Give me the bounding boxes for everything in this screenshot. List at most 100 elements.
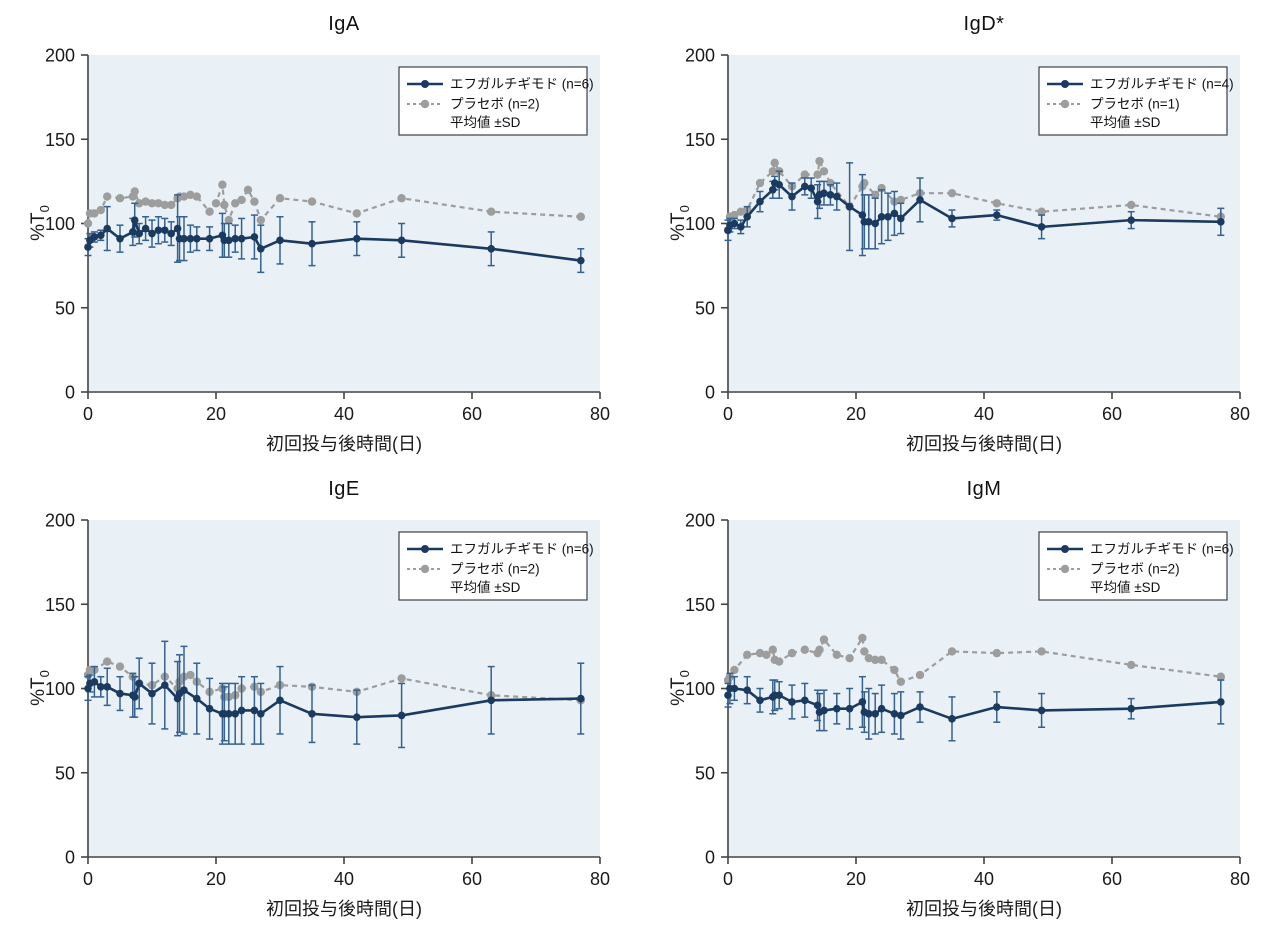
treatment-marker bbox=[135, 229, 143, 238]
placebo-marker bbox=[832, 650, 841, 659]
x-tick-label: 60 bbox=[462, 404, 482, 424]
placebo-marker bbox=[877, 655, 886, 665]
placebo-marker bbox=[871, 190, 880, 200]
treatment-marker bbox=[141, 224, 150, 233]
placebo-marker bbox=[1127, 200, 1136, 210]
placebo-marker bbox=[352, 209, 361, 218]
treatment-marker bbox=[97, 683, 105, 691]
y-tick-label: 150 bbox=[685, 595, 715, 615]
x-tick-label: 0 bbox=[83, 869, 93, 889]
placebo-marker bbox=[860, 647, 869, 656]
legend-note: 平均値 ±SD bbox=[1090, 115, 1161, 130]
chart-igm: 0 50 100 150 200 0 20 40 60 80 エフガルチギモド (n=6) プラセボ … bbox=[640, 465, 1280, 930]
placebo-marker bbox=[186, 670, 195, 680]
y-tick-label: 50 bbox=[55, 298, 75, 318]
y-axis-label-text: %T bbox=[28, 212, 50, 241]
chart-canvas-igd: 0 50 100 150 200 0 20 40 60 80 エフガルチギモド (n=4) プラセボ … bbox=[685, 46, 1250, 425]
placebo-marker bbox=[860, 178, 869, 188]
treatment-marker bbox=[1217, 218, 1225, 226]
placebo-marker bbox=[186, 190, 195, 200]
placebo-marker bbox=[730, 665, 739, 675]
legend-placebo-marker bbox=[1060, 564, 1070, 574]
placebo-marker bbox=[147, 199, 157, 208]
chart-canvas-ige: 0 50 100 150 200 0 20 40 60 80 エフガルチギモド (n=6) プラセボ … bbox=[45, 511, 610, 890]
x-tick-label: 0 bbox=[83, 404, 93, 424]
treatment-marker bbox=[231, 709, 239, 718]
treatment-marker bbox=[130, 693, 139, 701]
treatment-marker bbox=[769, 186, 777, 194]
y-tick-label: 0 bbox=[705, 848, 715, 868]
placebo-marker bbox=[96, 205, 106, 215]
x-tick-label: 80 bbox=[1230, 869, 1250, 889]
x-tick-label: 40 bbox=[334, 404, 354, 424]
placebo-marker bbox=[871, 655, 880, 665]
treatment-marker bbox=[813, 197, 822, 206]
treatment-marker bbox=[1127, 216, 1135, 224]
y-tick-label: 0 bbox=[65, 383, 75, 403]
x-tick-label: 20 bbox=[846, 404, 866, 424]
legend-box bbox=[398, 531, 588, 601]
treatment-marker bbox=[801, 182, 809, 191]
placebo-marker bbox=[896, 195, 905, 205]
x-tick-label: 80 bbox=[590, 869, 610, 889]
x-axis-label: 初回投与後時間(日) bbox=[906, 434, 1062, 454]
placebo-marker bbox=[896, 677, 905, 686]
placebo-marker bbox=[397, 674, 406, 683]
treatment-marker bbox=[250, 706, 259, 715]
treatment-marker bbox=[877, 704, 886, 713]
legend-placebo-marker bbox=[420, 99, 430, 109]
treatment-marker bbox=[257, 244, 265, 253]
treatment-marker bbox=[1037, 223, 1046, 231]
treatment-marker bbox=[993, 211, 1001, 219]
y-tick-label: 50 bbox=[55, 763, 75, 783]
placebo-marker bbox=[243, 185, 253, 194]
placebo-marker bbox=[130, 187, 139, 196]
y-tick-label: 100 bbox=[45, 679, 75, 699]
treatment-marker bbox=[577, 694, 585, 703]
placebo-marker bbox=[947, 188, 957, 198]
placebo-marker bbox=[815, 156, 824, 166]
treatment-marker bbox=[237, 234, 246, 243]
treatment-marker bbox=[90, 233, 99, 241]
placebo-marker bbox=[800, 170, 809, 179]
treatment-marker bbox=[884, 212, 892, 221]
x-tick-label: 0 bbox=[723, 404, 733, 424]
treatment-marker bbox=[890, 709, 899, 718]
treatment-marker bbox=[353, 713, 361, 721]
treatment-marker bbox=[890, 209, 899, 218]
placebo-marker bbox=[211, 199, 221, 208]
legend-treatment-label: エフガルチギモド (n=6) bbox=[1090, 542, 1234, 557]
legend: エフガルチギモド (n=6) プラセボ (n=2) 平均値 ±SD bbox=[398, 531, 594, 601]
treatment-marker bbox=[788, 192, 796, 201]
placebo-marker bbox=[845, 653, 854, 663]
treatment-marker bbox=[756, 696, 764, 705]
treatment-marker bbox=[916, 703, 924, 711]
chart-canvas-iga: 0 50 100 150 200 0 20 40 60 80 エフガルチギモド (n=6) プラセボ … bbox=[45, 46, 610, 425]
y-axis-label-sub: 0 bbox=[36, 205, 52, 213]
y-axis-label-text: %T bbox=[668, 212, 690, 241]
treatment-marker bbox=[154, 226, 163, 235]
x-tick-label: 60 bbox=[1102, 869, 1122, 889]
treatment-line bbox=[726, 687, 1221, 721]
treatment-marker bbox=[916, 196, 924, 204]
legend-treatment-label: エフガルチギモド (n=6) bbox=[450, 77, 594, 92]
placebo-marker bbox=[762, 650, 771, 659]
placebo-marker bbox=[890, 665, 899, 675]
y-tick-label: 100 bbox=[685, 679, 715, 699]
treatment-marker bbox=[871, 219, 879, 228]
treatment-marker bbox=[135, 679, 143, 688]
y-axis-label-text: %T bbox=[668, 677, 690, 706]
placebo-marker bbox=[743, 650, 752, 659]
placebo-marker bbox=[1127, 660, 1136, 670]
y-tick-label: 200 bbox=[685, 511, 715, 531]
placebo-marker bbox=[83, 219, 93, 228]
placebo-marker bbox=[576, 212, 585, 221]
treatment-marker bbox=[737, 223, 745, 231]
y-tick-label: 50 bbox=[695, 298, 715, 318]
placebo-marker bbox=[397, 194, 406, 203]
chart-ige: 0 50 100 150 200 0 20 40 60 80 エフガルチギモド (n=6) プラセボ … bbox=[0, 465, 640, 930]
placebo-marker bbox=[224, 215, 233, 225]
treatment-marker bbox=[724, 691, 732, 700]
treatment-marker bbox=[820, 706, 828, 715]
treatment-marker bbox=[948, 715, 956, 723]
